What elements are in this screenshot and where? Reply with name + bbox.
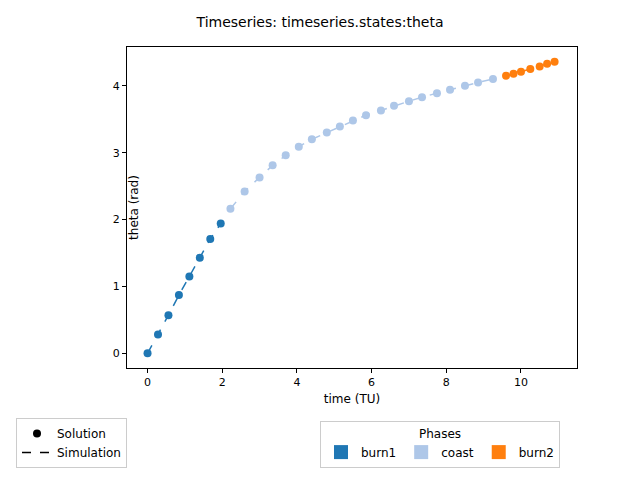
svg-text:Timeseries: timeseries.states:: Timeseries: timeseries.states:theta (196, 14, 444, 30)
svg-text:theta (rad): theta (rad) (127, 175, 141, 240)
svg-text:4: 4 (293, 376, 300, 389)
svg-text:time (TU): time (TU) (324, 392, 380, 406)
svg-text:burn2: burn2 (519, 446, 554, 460)
svg-text:Phases: Phases (419, 427, 461, 441)
svg-text:6: 6 (368, 376, 375, 389)
svg-text:Simulation: Simulation (57, 446, 121, 460)
svg-text:3: 3 (113, 147, 120, 160)
svg-text:coast: coast (441, 446, 474, 460)
svg-text:8: 8 (443, 376, 450, 389)
svg-text:2: 2 (113, 213, 120, 226)
svg-text:4: 4 (113, 80, 120, 93)
svg-text:burn1: burn1 (361, 446, 396, 460)
svg-text:2: 2 (219, 376, 226, 389)
svg-text:1: 1 (113, 280, 120, 293)
svg-text:0: 0 (113, 347, 120, 360)
svg-text:Solution: Solution (57, 427, 106, 441)
svg-text:0: 0 (144, 376, 151, 389)
svg-text:10: 10 (514, 376, 528, 389)
